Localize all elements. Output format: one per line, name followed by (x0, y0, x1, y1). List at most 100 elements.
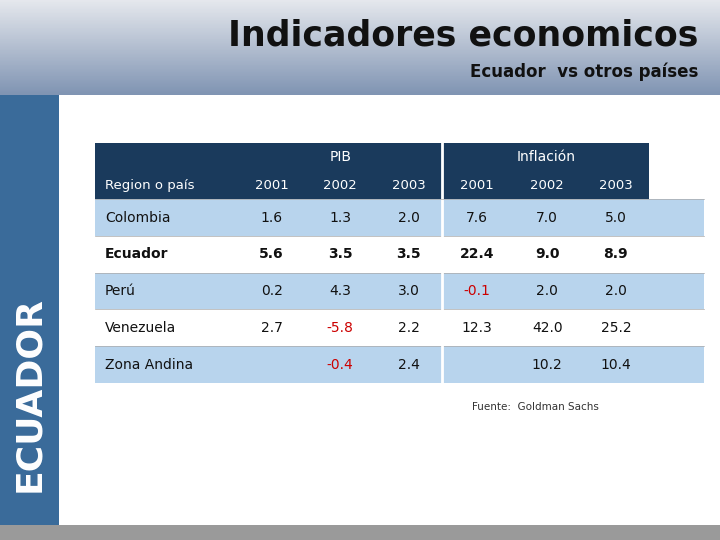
Bar (0, 77, 720, 78)
Text: 2.7: 2.7 (261, 321, 283, 335)
Bar (0, 33, 720, 34)
Bar (0, 19, 720, 21)
Bar (0, 17, 720, 18)
Bar (95, 143, 238, 199)
Bar (0, 48, 720, 49)
Text: 10.2: 10.2 (532, 357, 563, 372)
Bar (0, 0, 720, 1)
Bar (0, 50, 720, 51)
Bar (0, 4, 720, 5)
Bar (0, 49, 720, 50)
Bar (0, 42, 720, 43)
Bar (0, 72, 720, 73)
Bar (0, 5, 720, 6)
Text: 5.6: 5.6 (259, 247, 284, 261)
Text: -5.8: -5.8 (327, 321, 354, 335)
Bar (0, 81, 720, 82)
Bar (0, 91, 720, 92)
Bar (0, 12, 720, 14)
Bar (0, 11, 720, 12)
Bar (0, 76, 720, 77)
Text: 9.0: 9.0 (535, 247, 559, 261)
Text: 3.5: 3.5 (328, 247, 353, 261)
Bar (0, 23, 720, 24)
Bar (0, 10, 720, 11)
Text: 22.4: 22.4 (460, 247, 495, 261)
Text: 8.9: 8.9 (603, 247, 628, 261)
Bar (0, 29, 720, 30)
Text: 42.0: 42.0 (532, 321, 562, 335)
Bar (0, 31, 720, 32)
Bar (0, 67, 720, 68)
Text: 2002: 2002 (531, 179, 564, 192)
Bar (238, 143, 442, 171)
Bar (0, 43, 720, 44)
Text: Perú: Perú (105, 284, 136, 298)
Bar (0, 58, 720, 59)
Bar (0, 40, 720, 41)
Bar (0, 41, 720, 42)
Text: ECUADOR: ECUADOR (12, 296, 47, 492)
Bar (0, 36, 720, 37)
Bar (95, 309, 704, 346)
Bar (0, 93, 720, 94)
Bar (238, 171, 442, 199)
Bar (0, 3, 720, 4)
Bar (0, 34, 720, 35)
Text: 1.6: 1.6 (261, 211, 283, 225)
Bar (0, 83, 720, 84)
Text: 2001: 2001 (460, 179, 494, 192)
Bar (0, 64, 720, 65)
Text: 0.2: 0.2 (261, 284, 283, 298)
Bar (0, 75, 720, 76)
Bar (0, 56, 720, 57)
Bar (0, 84, 720, 85)
Bar (0, 74, 720, 75)
Text: 4.3: 4.3 (329, 284, 351, 298)
Bar (0, 37, 720, 38)
Text: 2001: 2001 (255, 179, 289, 192)
Bar (0, 51, 720, 52)
Bar (0, 94, 59, 525)
Bar (0, 35, 720, 36)
Text: 7.0: 7.0 (536, 211, 558, 225)
Bar (0, 32, 720, 33)
Bar (0, 9, 720, 10)
Bar (0, 25, 720, 26)
Bar (0, 45, 720, 46)
Bar (0, 65, 720, 66)
Text: 5.0: 5.0 (605, 211, 627, 225)
Bar (0, 38, 720, 39)
Bar (0, 2, 720, 3)
Bar (0, 46, 720, 47)
Bar (0, 87, 720, 88)
Bar (95, 273, 704, 309)
Text: 12.3: 12.3 (462, 321, 492, 335)
Bar (95, 346, 704, 383)
Text: 25.2: 25.2 (600, 321, 631, 335)
Text: Colombia: Colombia (105, 211, 171, 225)
Bar (0, 59, 720, 60)
Bar (0, 79, 720, 80)
Bar (0, 24, 720, 25)
Bar (0, 86, 720, 87)
Bar (0, 39, 720, 40)
Bar (442, 143, 649, 171)
Bar (0, 44, 720, 45)
Bar (0, 26, 720, 27)
Bar (0, 68, 720, 69)
Text: 7.6: 7.6 (467, 211, 488, 225)
Bar (0, 94, 720, 525)
Bar (95, 236, 704, 273)
Bar (0, 6, 720, 7)
Text: 3.5: 3.5 (397, 247, 421, 261)
Bar (0, 47, 720, 48)
Bar (0, 1, 720, 2)
Text: 2.2: 2.2 (397, 321, 420, 335)
Bar (0, 57, 720, 58)
Bar (0, 88, 720, 89)
Bar (0, 69, 720, 70)
Text: 2003: 2003 (392, 179, 426, 192)
Bar (0, 70, 720, 71)
Text: -0.4: -0.4 (327, 357, 354, 372)
